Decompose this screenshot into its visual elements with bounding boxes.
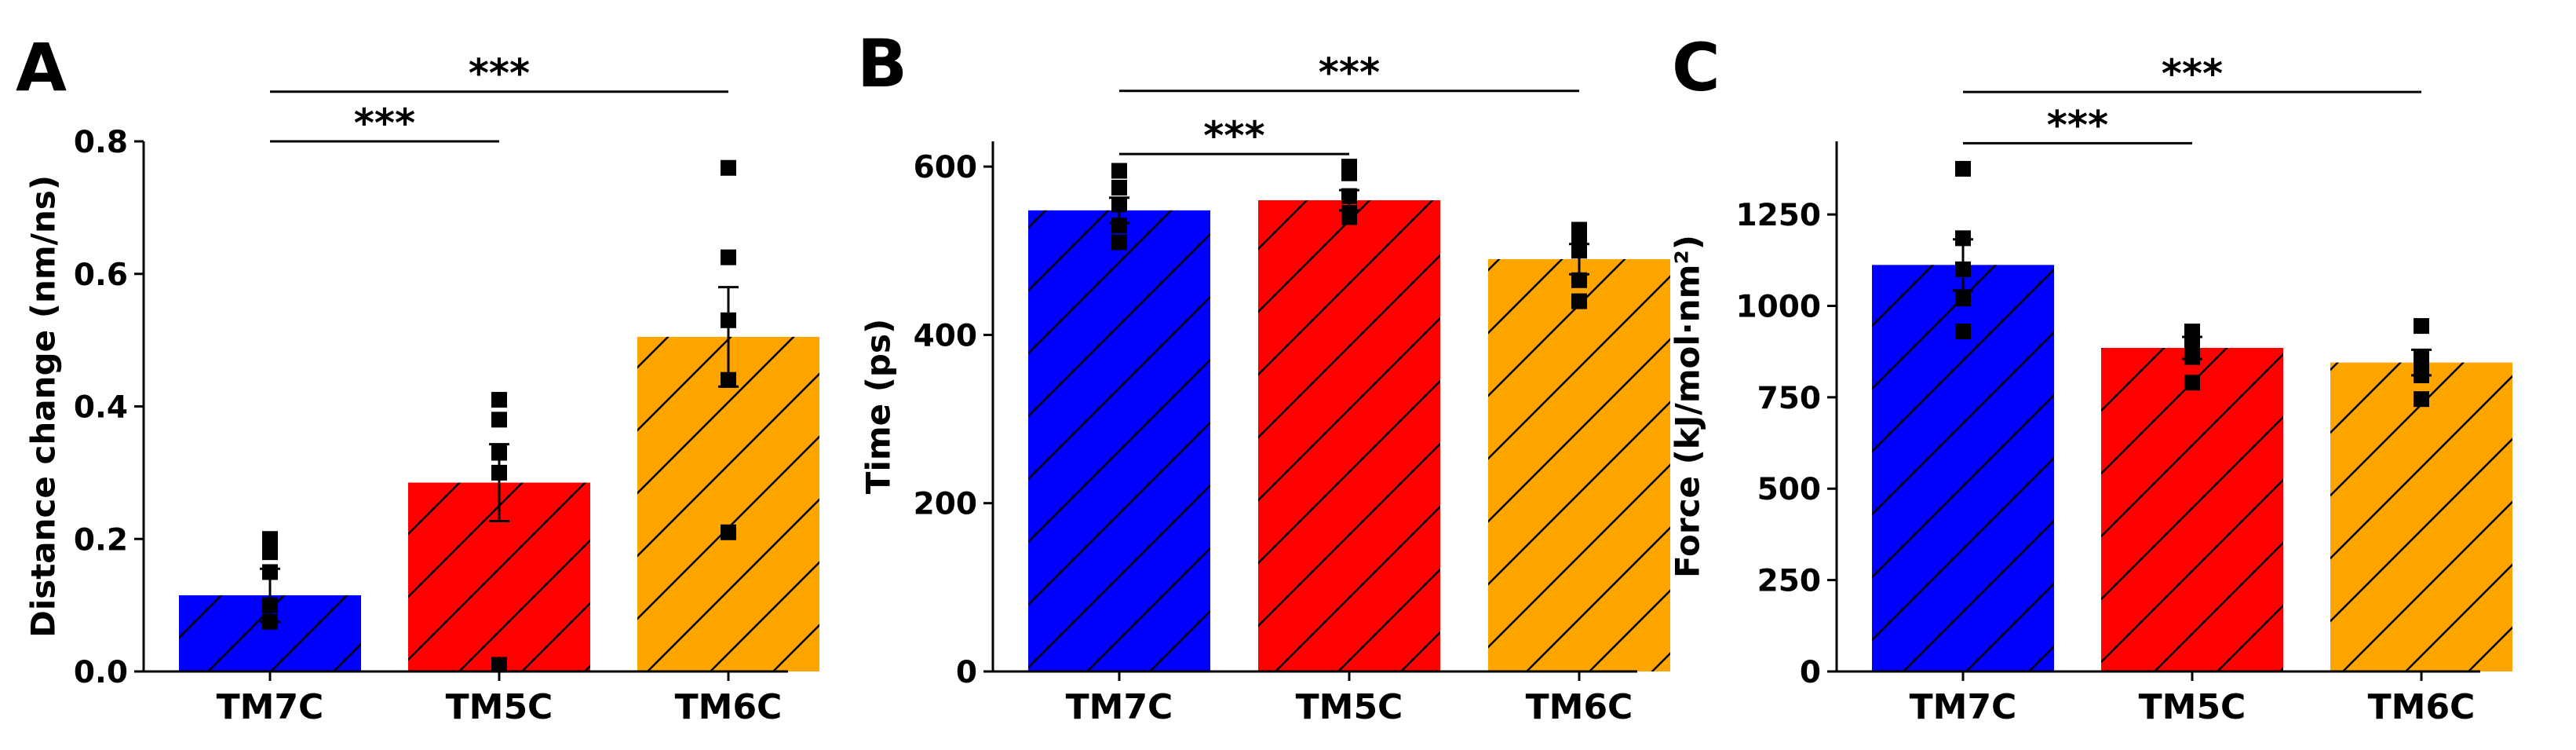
significance-label: *** xyxy=(469,51,530,97)
significance-label: *** xyxy=(1203,113,1264,159)
y-tick-label: 750 xyxy=(1757,381,1821,416)
y-axis-label: Time (ps) xyxy=(859,319,898,494)
data-point xyxy=(491,445,507,461)
data-point xyxy=(2414,391,2429,408)
data-point xyxy=(1341,209,1357,225)
data-point xyxy=(491,412,507,428)
x-tick-label: TM5C xyxy=(446,687,553,727)
bar-hatch xyxy=(2330,362,2512,671)
data-point xyxy=(1955,230,1971,247)
bar-hatch xyxy=(1028,210,1210,671)
x-tick-label: TM7C xyxy=(217,687,324,727)
data-point xyxy=(262,564,278,580)
data-point xyxy=(2184,349,2200,365)
bar-hatch xyxy=(1488,259,1670,671)
data-point xyxy=(1571,230,1587,247)
bar-hatch xyxy=(1258,200,1440,671)
bar-hatch xyxy=(2101,348,2283,671)
data-point xyxy=(1111,163,1127,179)
x-tick-label: TM5C xyxy=(2139,687,2246,727)
chart-panel-c: C 0 250 500 750 1000 1250 TM7C TM5C TM6C Force (kJ… xyxy=(1669,29,2512,727)
x-tick-label: TM7C xyxy=(1910,687,2017,727)
data-point xyxy=(1955,261,1971,277)
data-point xyxy=(721,249,736,265)
data-point xyxy=(2414,318,2429,335)
panel-letter: B xyxy=(857,25,907,102)
y-tick-label: 0.6 xyxy=(74,258,128,293)
y-axis-label: Force (kJ/mol·nm²) xyxy=(1669,235,1707,578)
data-point xyxy=(2414,354,2429,371)
data-point xyxy=(721,312,736,328)
bar-hatch xyxy=(637,336,819,671)
y-tick-label: 250 xyxy=(1757,564,1821,599)
y-axis-label: Distance change (nm/ns) xyxy=(24,175,63,638)
y-tick-label: 0.0 xyxy=(74,655,128,690)
data-point xyxy=(262,544,278,561)
data-point xyxy=(721,524,736,540)
data-point xyxy=(721,159,736,176)
y-tick-label: 0.4 xyxy=(74,390,128,426)
significance-label: *** xyxy=(1319,50,1380,96)
data-point xyxy=(262,531,278,547)
chart-panel-a: A 0.0 0.2 0.4 0.6 0.8 TM7C TM5C TM6C Distance cha… xyxy=(16,29,819,727)
x-tick-label: TM5C xyxy=(1296,687,1403,727)
data-point xyxy=(2414,367,2429,383)
data-point xyxy=(262,597,278,613)
x-tick-label: TM6C xyxy=(1526,687,1633,727)
data-point xyxy=(1571,293,1587,309)
data-point xyxy=(491,657,507,673)
data-point xyxy=(491,392,507,408)
data-point xyxy=(1571,243,1587,259)
data-point xyxy=(1111,218,1127,234)
y-tick-label: 200 xyxy=(914,487,977,522)
data-point xyxy=(1111,179,1127,196)
y-tick-label: 500 xyxy=(1757,472,1821,507)
significance-label: *** xyxy=(2162,51,2223,97)
data-point xyxy=(262,613,278,630)
data-point xyxy=(1571,272,1587,288)
chart-panel-b: B 0 200 400 600 TM7C TM5C TM6C Time (ps) *** *** xyxy=(857,25,1670,727)
y-tick-label: 0 xyxy=(956,655,977,690)
data-point xyxy=(2184,375,2200,391)
significance-label: *** xyxy=(354,101,415,146)
data-point xyxy=(491,464,507,481)
data-point xyxy=(1341,165,1357,181)
y-tick-label: 0.2 xyxy=(74,522,128,558)
y-tick-label: 0 xyxy=(1800,655,1821,690)
x-tick-label: TM6C xyxy=(2368,687,2476,727)
y-tick-label: 600 xyxy=(914,150,977,185)
y-tick-label: 1000 xyxy=(1735,289,1821,324)
x-tick-label: TM7C xyxy=(1066,687,1173,727)
x-tick-label: TM6C xyxy=(675,687,783,727)
panel-letter: C xyxy=(1672,29,1720,106)
data-point xyxy=(1955,160,1971,177)
data-point xyxy=(1111,234,1127,251)
data-point xyxy=(1111,196,1127,213)
data-point xyxy=(1341,188,1357,204)
panel-letter: A xyxy=(16,29,67,106)
y-tick-label: 1250 xyxy=(1735,198,1821,233)
data-point xyxy=(1955,291,1971,307)
data-point xyxy=(721,371,736,388)
y-tick-label: 400 xyxy=(914,318,977,353)
y-tick-label: 0.8 xyxy=(74,125,128,160)
data-point xyxy=(1955,324,1971,340)
significance-label: *** xyxy=(2047,102,2108,148)
